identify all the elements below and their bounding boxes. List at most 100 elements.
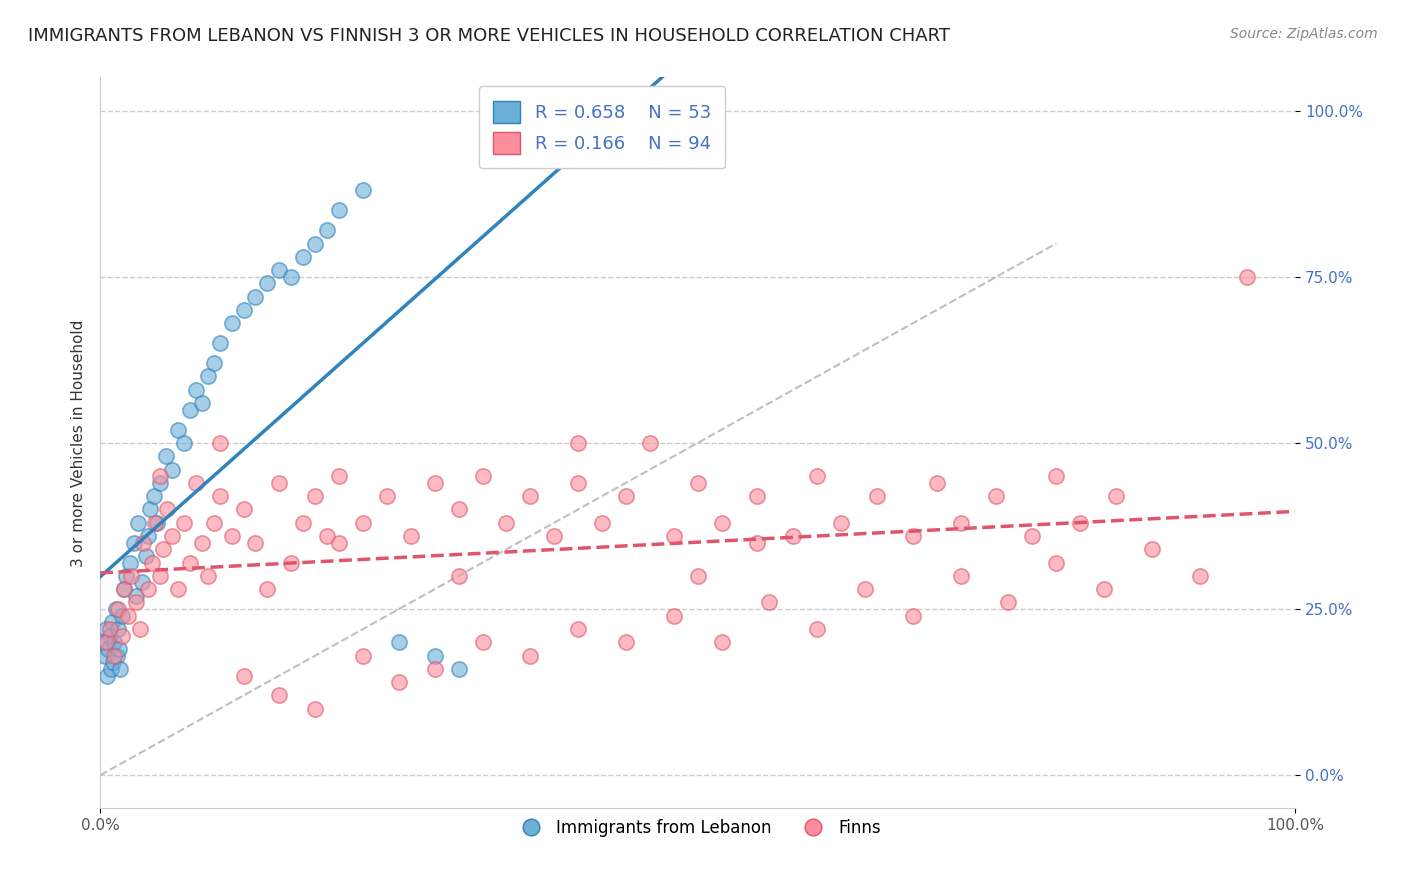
Point (107, 622, 129, 636)
Point (202, 516, 225, 530)
Point (352, 648, 374, 663)
Point (388, 635, 411, 649)
Point (197, 369, 219, 384)
Point (280, 269, 302, 284)
Point (94, 622, 117, 636)
Text: Source: ZipAtlas.com: Source: ZipAtlas.com (1230, 27, 1378, 41)
Point (901, 529, 924, 543)
Point (256, 582, 278, 596)
Point (101, 615, 124, 630)
Point (949, 569, 972, 583)
Point (120, 569, 142, 583)
Point (208, 489, 231, 503)
Point (591, 516, 613, 530)
Point (304, 702, 326, 716)
Point (304, 489, 326, 503)
Point (1188, 569, 1211, 583)
Point (184, 383, 207, 397)
Point (98, 622, 121, 636)
Point (94, 635, 117, 649)
Point (94, 648, 117, 663)
Point (125, 595, 148, 609)
Point (190, 535, 212, 549)
Point (1105, 489, 1128, 503)
Point (146, 516, 169, 530)
Point (471, 469, 494, 483)
Point (686, 475, 709, 490)
Point (997, 595, 1019, 609)
Point (190, 396, 212, 410)
Point (149, 475, 172, 490)
Point (292, 516, 315, 530)
Point (179, 402, 201, 417)
Point (686, 569, 709, 583)
Point (352, 516, 374, 530)
Point (103, 635, 125, 649)
Point (543, 529, 565, 543)
Point (1045, 556, 1067, 570)
Point (662, 608, 685, 623)
Point (1069, 516, 1091, 530)
Point (471, 635, 494, 649)
Point (245, 290, 267, 304)
Point (112, 582, 135, 596)
Point (208, 336, 231, 351)
Point (125, 589, 148, 603)
Point (136, 529, 159, 543)
Point (806, 622, 828, 636)
Point (149, 569, 172, 583)
Point (747, 489, 769, 503)
Point (447, 502, 470, 516)
Point (108, 642, 131, 657)
Point (1045, 469, 1067, 483)
Point (136, 582, 159, 596)
Point (184, 475, 207, 490)
Point (232, 303, 254, 318)
Point (328, 203, 350, 218)
Point (614, 489, 637, 503)
Point (866, 489, 889, 503)
Point (269, 263, 291, 277)
Point (1140, 542, 1163, 557)
Point (388, 675, 411, 690)
Point (352, 183, 374, 197)
Point (111, 629, 134, 643)
Point (103, 648, 125, 663)
Point (173, 516, 195, 530)
Point (232, 668, 254, 682)
Point (93, 635, 115, 649)
Point (830, 516, 852, 530)
Text: IMMIGRANTS FROM LEBANON VS FINNISH 3 OR MORE VEHICLES IN HOUSEHOLD CORRELATION C: IMMIGRANTS FROM LEBANON VS FINNISH 3 OR … (28, 27, 950, 45)
Point (638, 436, 661, 450)
Point (901, 608, 924, 623)
Point (567, 475, 589, 490)
Point (149, 469, 172, 483)
Point (122, 535, 145, 549)
Point (747, 535, 769, 549)
Point (1236, 269, 1258, 284)
Point (662, 529, 685, 543)
Point (316, 223, 339, 237)
Point (853, 582, 876, 596)
Point (1021, 529, 1043, 543)
Point (127, 516, 149, 530)
Point (128, 622, 150, 636)
Point (160, 462, 183, 476)
Point (155, 449, 177, 463)
Point (135, 549, 157, 563)
Point (166, 582, 188, 596)
Point (173, 436, 195, 450)
Point (782, 529, 804, 543)
Point (179, 556, 201, 570)
Point (269, 689, 291, 703)
Point (280, 556, 302, 570)
Point (423, 662, 446, 676)
Point (328, 469, 350, 483)
Point (614, 635, 637, 649)
Point (202, 356, 225, 370)
Point (986, 489, 1008, 503)
Point (925, 475, 948, 490)
Point (710, 516, 733, 530)
Point (304, 236, 326, 251)
Point (98, 629, 121, 643)
